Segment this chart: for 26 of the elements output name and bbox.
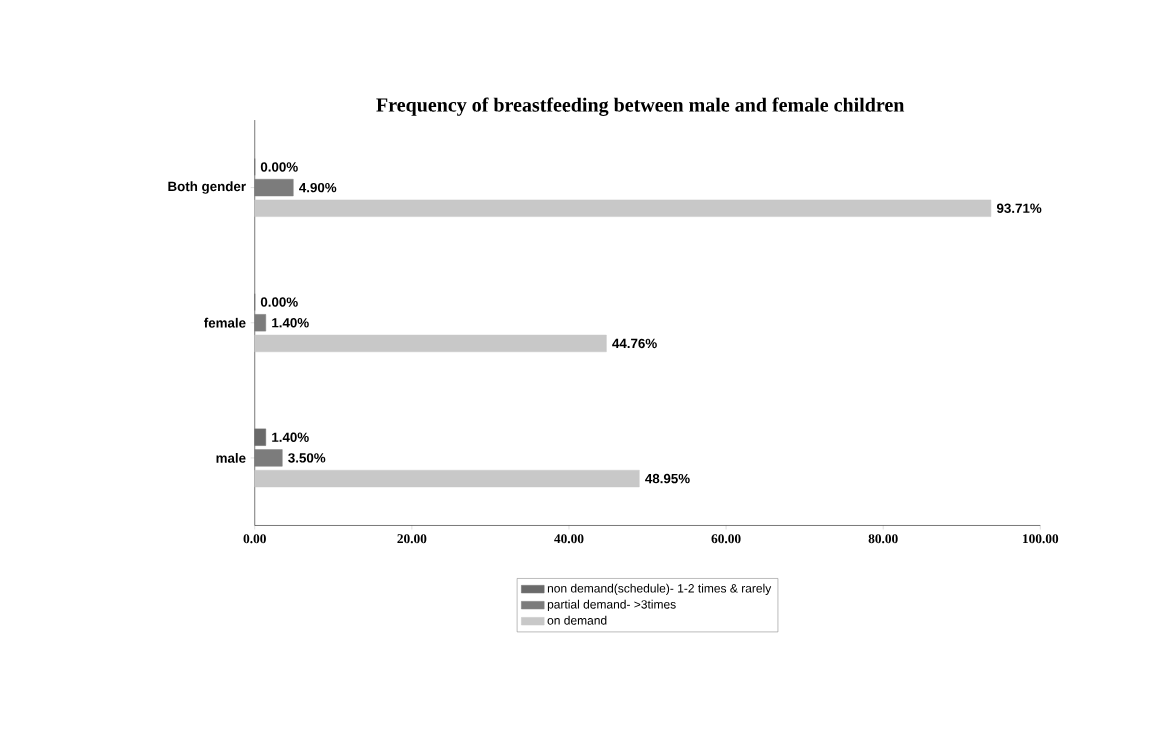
x-tick-label: 60.00	[711, 534, 741, 544]
data-label: 44.76%	[612, 338, 657, 349]
data-label: 1.40%	[272, 432, 309, 443]
x-tick-label: 80.00	[868, 534, 898, 544]
bar	[254, 334, 607, 353]
legend-label: partial demand- >3times	[547, 599, 676, 612]
data-label: 0.00%	[260, 162, 298, 172]
chart-title: Frequency of breastfeeding between male and female children	[376, 97, 905, 116]
x-tick-label: 40.00	[554, 534, 584, 544]
y-tick-label: male	[216, 453, 246, 463]
bar	[254, 470, 640, 488]
x-tick-label: 100.00	[1023, 534, 1059, 544]
legend-label: non demand(schedule)- 1-2 times & rarely	[547, 583, 772, 596]
data-label: 3.50%	[288, 453, 326, 463]
y-tick-label: female	[204, 317, 246, 328]
x-tick-label: 20.00	[397, 534, 427, 544]
bar	[254, 428, 267, 446]
data-label: 0.00%	[260, 297, 298, 307]
data-label: 48.95%	[645, 473, 690, 484]
bar	[254, 199, 992, 217]
data-label: 93.71%	[996, 203, 1042, 214]
legend-label: on demand	[547, 615, 607, 625]
data-label: 4.90%	[299, 182, 337, 193]
y-tick-label: Both gender	[168, 181, 246, 194]
data-label: 1.40%	[272, 318, 309, 328]
x-tick-label: 0.00	[243, 534, 266, 544]
